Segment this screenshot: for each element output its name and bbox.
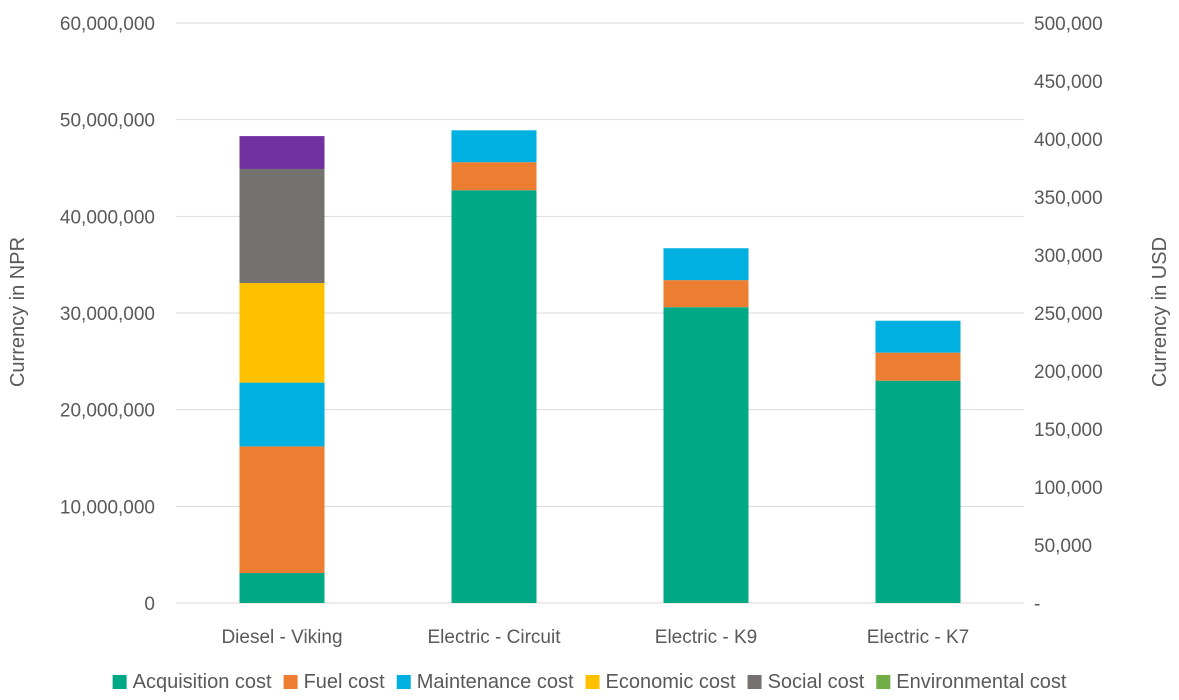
bar-segment [451,162,537,191]
bar-segment [663,280,749,308]
bar-segment [451,190,537,603]
legend-item: Maintenance cost [396,671,574,693]
y2-tick-label: 350,000 [1034,188,1103,209]
x-category-label: Electric - Circuit [427,627,561,648]
bar-segment [875,352,961,381]
bar-segment [239,136,325,169]
y-tick-label: 40,000,000 [60,207,155,228]
y-tick-label: 30,000,000 [60,304,155,325]
bars [239,130,961,603]
legend-swatch [747,675,762,689]
x-axis-category-labels: Diesel - Viking Electric - Circuit Electri… [221,627,969,648]
legend-swatch [396,675,411,689]
legend-label: Fuel cost [304,671,386,693]
legend-swatch [112,675,127,689]
y-axis-left-ticks: 0 10,000,000 20,000,000 30,000,000 40,000,00… [60,14,155,615]
y-axis-right-ticks: - 50,000 100,000 150,000 200,000 250,000 300,0… [1034,14,1103,615]
y2-tick-label: 400,000 [1034,130,1103,151]
y2-tick-label: 100,000 [1034,478,1103,499]
x-category-label: Electric - K7 [867,627,969,648]
y-tick-label: 50,000,000 [60,111,155,132]
y2-tick-label: 500,000 [1034,14,1103,35]
y-axis-right-title: Currency in USD [1149,237,1171,387]
y-axis-left-title: Currency in NPR [7,237,29,387]
legend-item: Economic cost [585,671,736,693]
legend-item: Social cost [747,671,865,693]
x-category-label: Diesel - Viking [221,627,342,648]
bar-segment [663,307,749,603]
y-tick-label: 20,000,000 [60,401,155,422]
legend-label: Acquisition cost [133,671,272,693]
bar-segment [239,382,325,447]
y2-tick-label: 50,000 [1034,536,1092,557]
bar-segment [239,573,325,603]
y-tick-label: 0 [144,594,155,615]
legend-swatch [283,675,298,689]
legend: Acquisition cost Fuel cost Maintenance cos… [112,671,1067,693]
legend-swatch [876,675,891,689]
y-tick-label: 10,000,000 [60,497,155,518]
y2-tick-label: 450,000 [1034,72,1103,93]
legend-label: Environmental cost [896,671,1067,693]
bar-segment [875,380,961,603]
bar-segment [239,283,325,383]
bar-segment [239,168,325,284]
legend-label: Economic cost [606,671,736,693]
legend-item: Acquisition cost [112,671,272,693]
y2-tick-label: 250,000 [1034,304,1103,325]
legend-item: Fuel cost [283,671,386,693]
bar-segment [451,130,537,163]
bar-segment [239,446,325,574]
legend-label: Maintenance cost [417,671,574,693]
legend-item: Environmental cost [876,671,1067,693]
y2-tick-label: 150,000 [1034,420,1103,441]
bar-segment [875,320,961,353]
bar-segment [663,248,749,281]
y2-tick-label: - [1034,594,1040,615]
y-tick-label: 60,000,000 [60,14,155,35]
x-category-label: Electric - K9 [655,627,757,648]
y2-tick-label: 300,000 [1034,246,1103,267]
y2-tick-label: 200,000 [1034,362,1103,383]
legend-swatch [585,675,600,689]
legend-label: Social cost [768,671,865,693]
